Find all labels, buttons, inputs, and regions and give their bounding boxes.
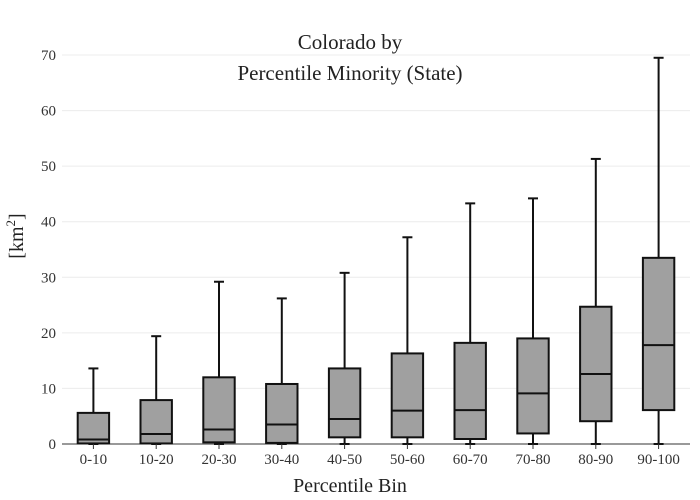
y-tick-label: 10 [41, 381, 56, 397]
box-0-10 [76, 411, 111, 445]
y-tick-label: 60 [41, 104, 56, 120]
box-10-20 [139, 399, 173, 445]
box-60-70 [453, 341, 487, 440]
box-30-40 [265, 382, 299, 444]
box-40-50 [327, 367, 362, 439]
box-80-90 [579, 305, 613, 423]
y-tick-label: 70 [41, 48, 56, 64]
x-tick-label: 40-50 [327, 452, 362, 468]
x-tick-label: 0-10 [80, 452, 108, 468]
x-tick-label: 90-100 [637, 452, 680, 468]
box-20-30 [202, 376, 236, 444]
box-70-80 [516, 337, 550, 435]
x-tick-label: 80-90 [578, 452, 613, 468]
x-tick-label: 20-30 [202, 452, 237, 468]
x-tick-label: 60-70 [453, 452, 488, 468]
y-axis-label-suffix: ] [5, 213, 28, 220]
box-90-100 [641, 256, 676, 412]
y-tick-label: 20 [41, 326, 56, 342]
x-tick-label: 50-60 [390, 452, 425, 468]
x-tick-label: 10-20 [139, 452, 174, 468]
y-axis-label-superscript: 2 [3, 219, 19, 227]
y-tick-label: 50 [41, 159, 56, 175]
x-axis-label: Percentile Bin [293, 475, 407, 497]
x-tick-label: 30-40 [264, 452, 299, 468]
y-tick-label: 0 [49, 437, 57, 453]
box-50-60 [390, 352, 425, 439]
chart-title-line-1: Colorado by [297, 30, 403, 54]
y-axis-label-text: [km [5, 226, 28, 259]
y-tick-label: 30 [41, 270, 56, 286]
chart-title-line-2: Percentile Minority (State) [237, 61, 463, 85]
y-tick-label: 40 [41, 215, 56, 231]
y-axis-label: [km2] [3, 213, 29, 258]
x-tick-label: 70-80 [516, 452, 551, 468]
